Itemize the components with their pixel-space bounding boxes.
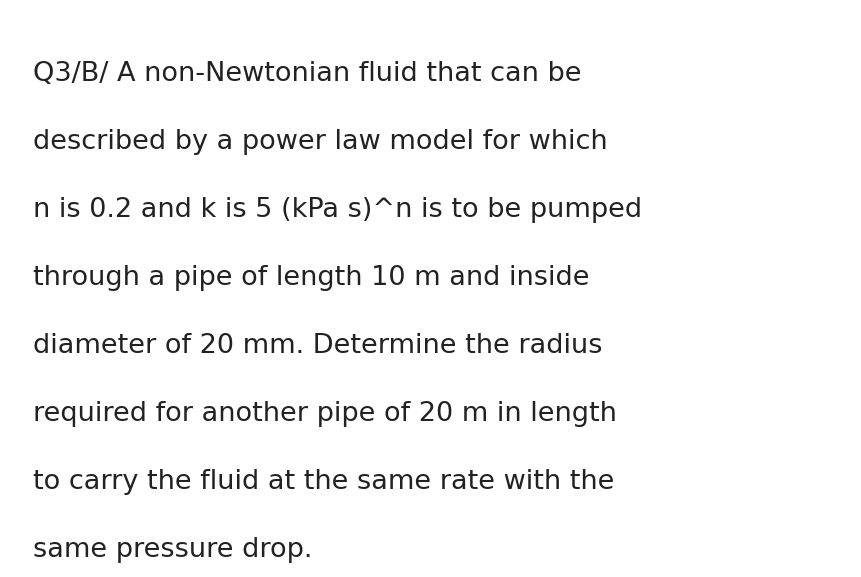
Text: same pressure drop.: same pressure drop. (33, 537, 312, 563)
Text: Q3/B/ A non-Newtonian fluid that can be: Q3/B/ A non-Newtonian fluid that can be (33, 61, 580, 87)
Text: through a pipe of length 10 m and inside: through a pipe of length 10 m and inside (33, 265, 589, 291)
Text: described by a power law model for which: described by a power law model for which (33, 129, 607, 155)
Text: required for another pipe of 20 m in length: required for another pipe of 20 m in len… (33, 401, 616, 427)
Text: diameter of 20 mm. Determine the radius: diameter of 20 mm. Determine the radius (33, 333, 602, 359)
Text: to carry the fluid at the same rate with the: to carry the fluid at the same rate with… (33, 469, 613, 495)
Text: n is 0.2 and k is 5 (kPa s)^n is to be pumped: n is 0.2 and k is 5 (kPa s)^n is to be p… (33, 197, 641, 223)
